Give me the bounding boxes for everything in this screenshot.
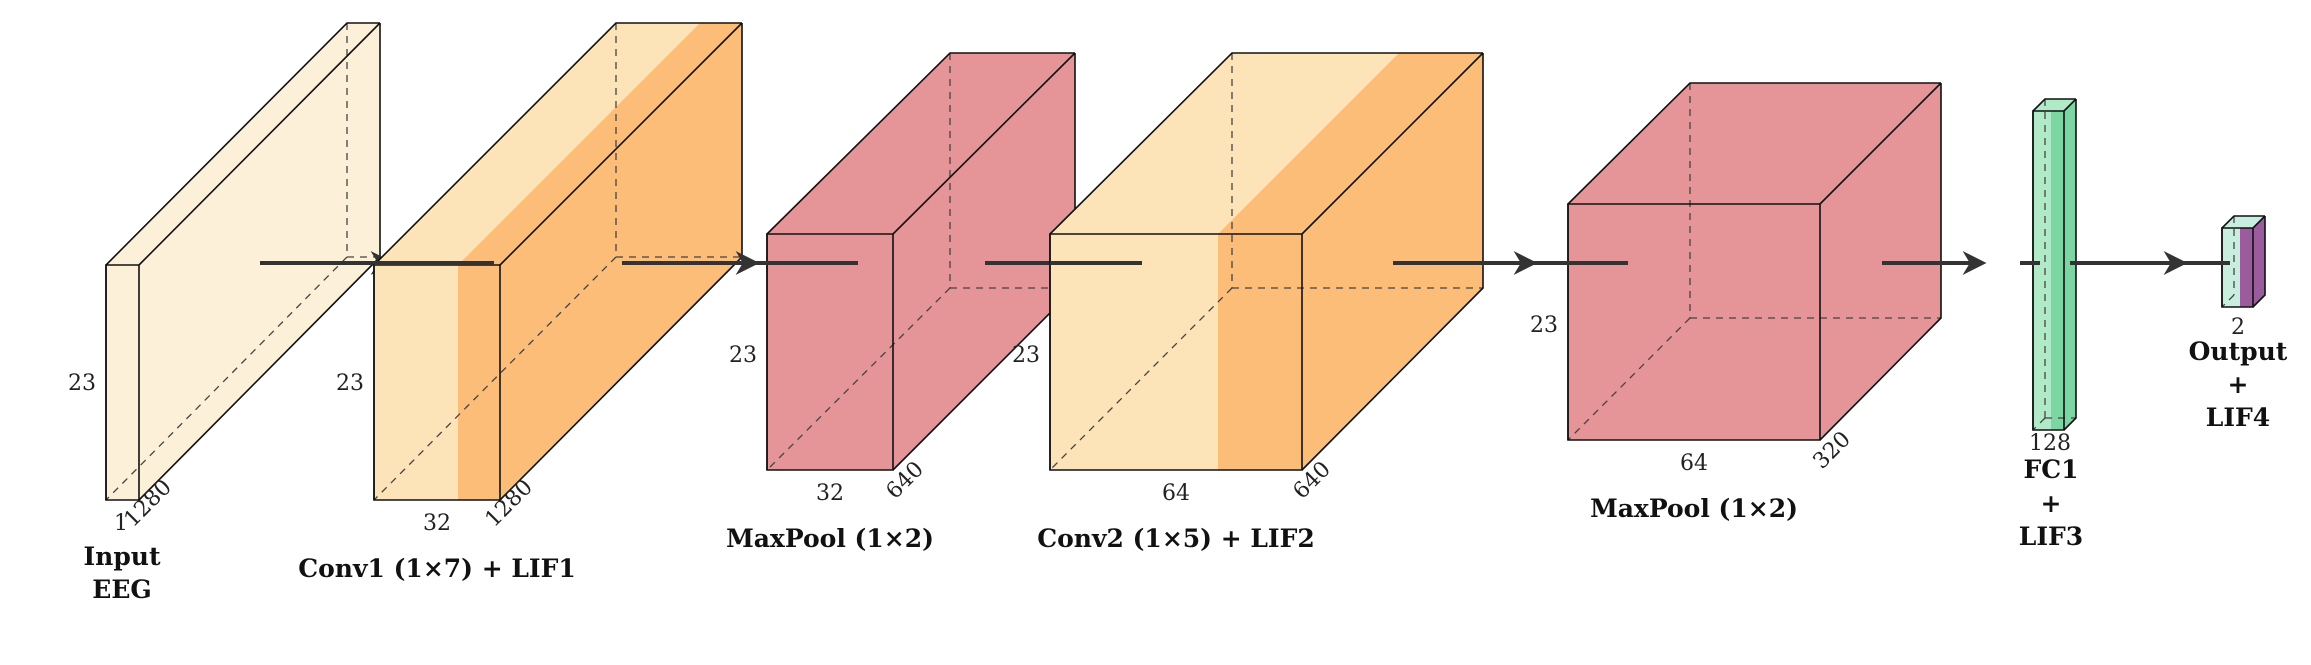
conv1-height-label: 23 bbox=[336, 371, 364, 396]
fc1-caption-line3: LIF3 bbox=[2019, 522, 2083, 551]
output-caption-line1: Output bbox=[2189, 337, 2288, 366]
pool2-width-label: 64 bbox=[1680, 451, 1708, 476]
pool2-caption: MaxPool (1×2) bbox=[1590, 494, 1798, 523]
input-height-label: 23 bbox=[68, 371, 96, 396]
conv2-layer: 23 64 640 Conv2 (1×5) + LIF2 bbox=[1012, 52, 1484, 553]
pool1-layer: 23 32 640 MaxPool (1×2) bbox=[726, 52, 1076, 553]
output-layer: 2 Output + LIF4 bbox=[2170, 215, 2288, 432]
output-caption-line3: LIF4 bbox=[2206, 403, 2270, 432]
fc1-layer: 128 FC1 + LIF3 bbox=[2019, 98, 2083, 551]
conv1-caption: Conv1 (1×7) + LIF1 bbox=[298, 554, 576, 583]
conv2-width-label: 64 bbox=[1162, 481, 1190, 506]
output-width-label: 2 bbox=[2231, 315, 2245, 340]
fc1-caption-line2: + bbox=[2041, 489, 2062, 518]
input-layer: 23 1 1280 Input EEG bbox=[68, 22, 381, 604]
pool1-width-label: 32 bbox=[816, 481, 844, 506]
fc1-width-label: 128 bbox=[2029, 431, 2071, 456]
input-caption-line1: Input bbox=[83, 542, 161, 571]
pool1-height-label: 23 bbox=[729, 343, 757, 368]
pool2-layer: 23 64 320 MaxPool (1×2) bbox=[1528, 82, 1942, 523]
input-caption-line2: EEG bbox=[92, 575, 151, 604]
fc1-caption-line1: FC1 bbox=[2023, 455, 2078, 484]
input-width-label: 1 bbox=[114, 511, 128, 536]
conv2-caption: Conv2 (1×5) + LIF2 bbox=[1037, 524, 1315, 553]
conv2-height-label: 23 bbox=[1012, 343, 1040, 368]
pool1-caption: MaxPool (1×2) bbox=[726, 524, 934, 553]
conv1-width-label: 32 bbox=[423, 511, 451, 536]
output-caption-line2: + bbox=[2228, 370, 2249, 399]
pool2-height-label: 23 bbox=[1530, 313, 1558, 338]
